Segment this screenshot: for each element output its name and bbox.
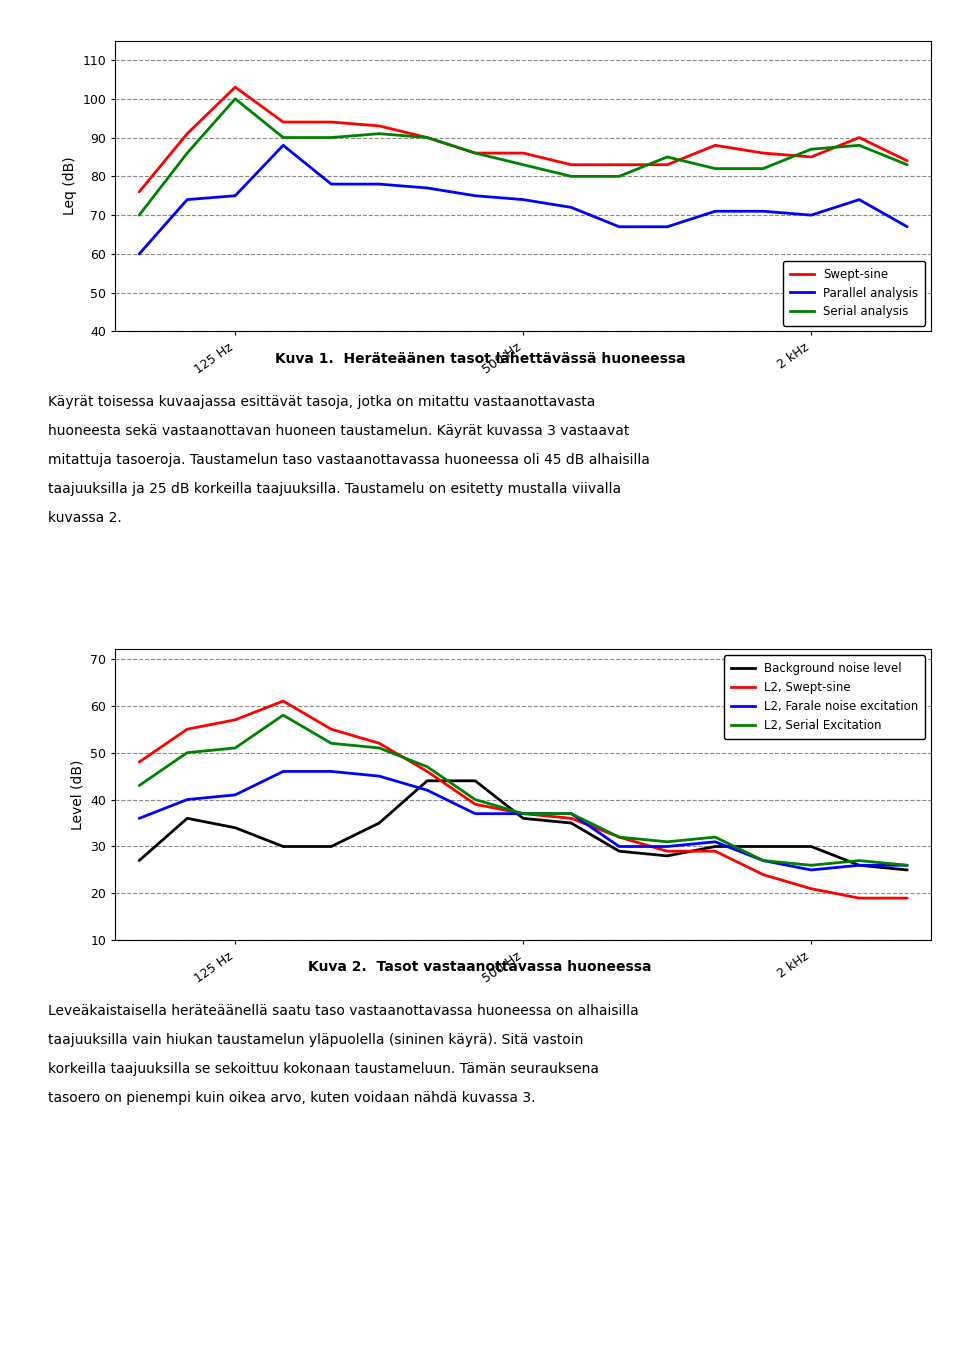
Text: kuvassa 2.: kuvassa 2. xyxy=(48,511,122,525)
Text: korkeilla taajuuksilla se sekoittuu kokonaan taustameluun. Tämän seurauksena: korkeilla taajuuksilla se sekoittuu koko… xyxy=(48,1062,599,1076)
Text: taajuuksilla ja 25 dB korkeilla taajuuksilla. Taustamelu on esitetty mustalla vi: taajuuksilla ja 25 dB korkeilla taajuuks… xyxy=(48,482,621,497)
Y-axis label: Level (dB): Level (dB) xyxy=(71,759,84,831)
Text: tasoero on pienempi kuin oikea arvo, kuten voidaan nähdä kuvassa 3.: tasoero on pienempi kuin oikea arvo, kut… xyxy=(48,1091,536,1105)
Text: Leveäkaistaisella heräteäänellä saatu taso vastaanottavassa huoneessa on alhaisi: Leveäkaistaisella heräteäänellä saatu ta… xyxy=(48,1004,638,1017)
Text: Kuva 2.  Tasot vastaanottavassa huoneessa: Kuva 2. Tasot vastaanottavassa huoneessa xyxy=(308,961,652,974)
Text: mitattuja tasoeroja. Taustamelun taso vastaanottavassa huoneessa oli 45 dB alhai: mitattuja tasoeroja. Taustamelun taso va… xyxy=(48,453,650,467)
Y-axis label: Leq (dB): Leq (dB) xyxy=(62,157,77,215)
Text: Käyrät toisessa kuvaajassa esittävät tasoja, jotka on mitattu vastaanottavasta: Käyrät toisessa kuvaajassa esittävät tas… xyxy=(48,395,595,409)
Text: Kuva 1.  Heräteäänen tasot lähettävässä huoneessa: Kuva 1. Heräteäänen tasot lähettävässä h… xyxy=(275,352,685,365)
Text: taajuuksilla vain hiukan taustamelun yläpuolella (sininen käyrä). Sitä vastoin: taajuuksilla vain hiukan taustamelun ylä… xyxy=(48,1032,584,1047)
Legend: Swept-sine, Parallel analysis, Serial analysis: Swept-sine, Parallel analysis, Serial an… xyxy=(783,261,925,326)
Text: huoneesta sekä vastaanottavan huoneen taustamelun. Käyrät kuvassa 3 vastaavat: huoneesta sekä vastaanottavan huoneen ta… xyxy=(48,423,630,438)
Legend: Background noise level, L2, Swept-sine, L2, Farale noise excitation, L2, Serial : Background noise level, L2, Swept-sine, … xyxy=(724,655,925,739)
